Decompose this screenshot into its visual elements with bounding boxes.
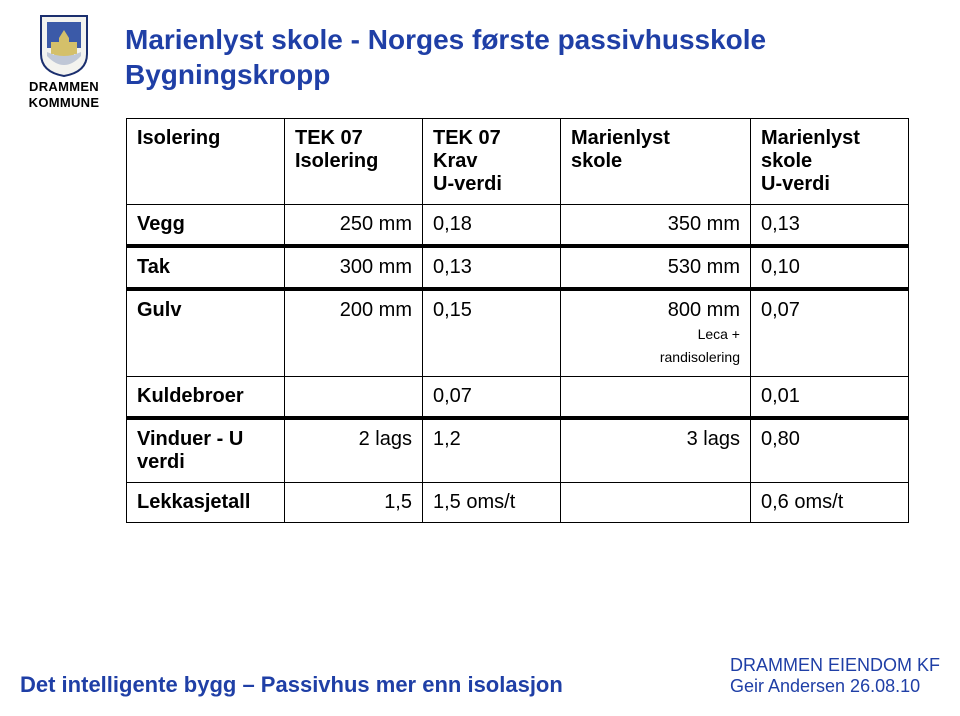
header-ms-a: Marienlyst: [571, 127, 670, 149]
row-label-gulv: Gulv: [127, 289, 285, 377]
cell-vinduer-tekkrav: 1,2: [423, 418, 561, 483]
title-line2: Bygningskropp: [125, 57, 766, 92]
table-row: Tak 300 mm 0,13 530 mm 0,10: [127, 246, 909, 289]
footer-left: Det intelligente bygg – Passivhus mer en…: [20, 672, 563, 698]
row-label-kuldebroer: Kuldebroer: [127, 377, 285, 419]
cell-gulv-mskole-main: 800 mm: [668, 299, 740, 321]
header-tek-krav: TEK 07 Krav U-verdi: [423, 119, 561, 205]
header-marienlyst-uverdi: Marienlyst skole U-verdi: [751, 119, 909, 205]
table-row: Lekkasjetall 1,5 1,5 oms/t 0,6 oms/t: [127, 483, 909, 523]
table-row: Gulv 200 mm 0,15 800 mm Leca + randisole…: [127, 289, 909, 377]
cell-tak-mskole: 530 mm: [561, 246, 751, 289]
header-tek07-b: Isolering: [295, 150, 378, 172]
slide-footer: Det intelligente bygg – Passivhus mer en…: [20, 655, 940, 698]
cell-kulde-tekisol: [285, 377, 423, 419]
cell-vegg-tekisol: 250 mm: [285, 205, 423, 247]
cell-vegg-tekkrav: 0,18: [423, 205, 561, 247]
title-line1: Marienlyst skole - Norges første passivh…: [125, 22, 766, 57]
cell-tak-tekisol: 300 mm: [285, 246, 423, 289]
slide-title: Marienlyst skole - Norges første passivh…: [125, 22, 766, 92]
header-mu-a: Marienlyst: [761, 127, 860, 149]
header-tek07-krav-b: Krav: [433, 150, 477, 172]
cell-lekk-tekisol: 1,5: [285, 483, 423, 523]
cell-vinduer-mskole: 3 lags: [561, 418, 751, 483]
cell-lekk-mskole: [561, 483, 751, 523]
cell-gulv-mu: 0,07: [751, 289, 909, 377]
org-logo-block: DRAMMEN KOMMUNE: [14, 14, 114, 111]
row-label-vegg: Vegg: [127, 205, 285, 247]
footer-right-line1: DRAMMEN EIENDOM KF: [730, 655, 940, 677]
org-name-line2: KOMMUNE: [14, 96, 114, 110]
header-tek07-a: TEK 07: [295, 127, 363, 149]
cell-lekk-mu: 0,6 oms/t: [751, 483, 909, 523]
header-tek-isolering: TEK 07 Isolering: [285, 119, 423, 205]
table-header-row: Isolering TEK 07 Isolering TEK 07 Krav U…: [127, 119, 909, 205]
slide: DRAMMEN KOMMUNE Marienlyst skole - Norge…: [0, 0, 960, 716]
building-table: Isolering TEK 07 Isolering TEK 07 Krav U…: [126, 118, 909, 523]
footer-right: DRAMMEN EIENDOM KF Geir Andersen 26.08.1…: [730, 655, 940, 698]
data-table: Isolering TEK 07 Isolering TEK 07 Krav U…: [126, 118, 909, 523]
cell-gulv-sub2: randisolering: [660, 349, 740, 365]
shield-icon: [37, 14, 91, 78]
cell-vegg-mu: 0,13: [751, 205, 909, 247]
row-label-vinduer: Vinduer - U verdi: [127, 418, 285, 483]
cell-gulv-sub1: Leca +: [698, 326, 740, 342]
cell-lekk-tekkrav: 1,5 oms/t: [423, 483, 561, 523]
cell-tak-mu: 0,10: [751, 246, 909, 289]
row-label-vinduer-a: Vinduer - U: [137, 428, 243, 450]
header-tek07-krav-a: TEK 07: [433, 127, 501, 149]
table-row: Vinduer - U verdi 2 lags 1,2 3 lags 0,80: [127, 418, 909, 483]
header-tek07-krav-c: U-verdi: [433, 173, 502, 195]
cell-kulde-mu: 0,01: [751, 377, 909, 419]
header-marienlyst-skole: Marienlyst skole: [561, 119, 751, 205]
header-isolering: Isolering: [127, 119, 285, 205]
table-row: Vegg 250 mm 0,18 350 mm 0,13: [127, 205, 909, 247]
row-label-lekkasjetall: Lekkasjetall: [127, 483, 285, 523]
header-mu-c: U-verdi: [761, 173, 830, 195]
row-label-vinduer-b: verdi: [137, 451, 185, 473]
footer-right-line2: Geir Andersen 26.08.10: [730, 676, 940, 698]
cell-gulv-mskole: 800 mm Leca + randisolering: [561, 289, 751, 377]
cell-gulv-tekisol: 200 mm: [285, 289, 423, 377]
cell-tak-tekkrav: 0,13: [423, 246, 561, 289]
header-mu-b: skole: [761, 150, 812, 172]
org-name-line1: DRAMMEN: [14, 80, 114, 94]
cell-vinduer-mu: 0,80: [751, 418, 909, 483]
cell-kulde-tekkrav: 0,07: [423, 377, 561, 419]
cell-vegg-mskole: 350 mm: [561, 205, 751, 247]
header-ms-b: skole: [571, 150, 622, 172]
table-row: Kuldebroer 0,07 0,01: [127, 377, 909, 419]
row-label-tak: Tak: [127, 246, 285, 289]
cell-vinduer-tekisol: 2 lags: [285, 418, 423, 483]
cell-kulde-mskole: [561, 377, 751, 419]
cell-gulv-tekkrav: 0,15: [423, 289, 561, 377]
